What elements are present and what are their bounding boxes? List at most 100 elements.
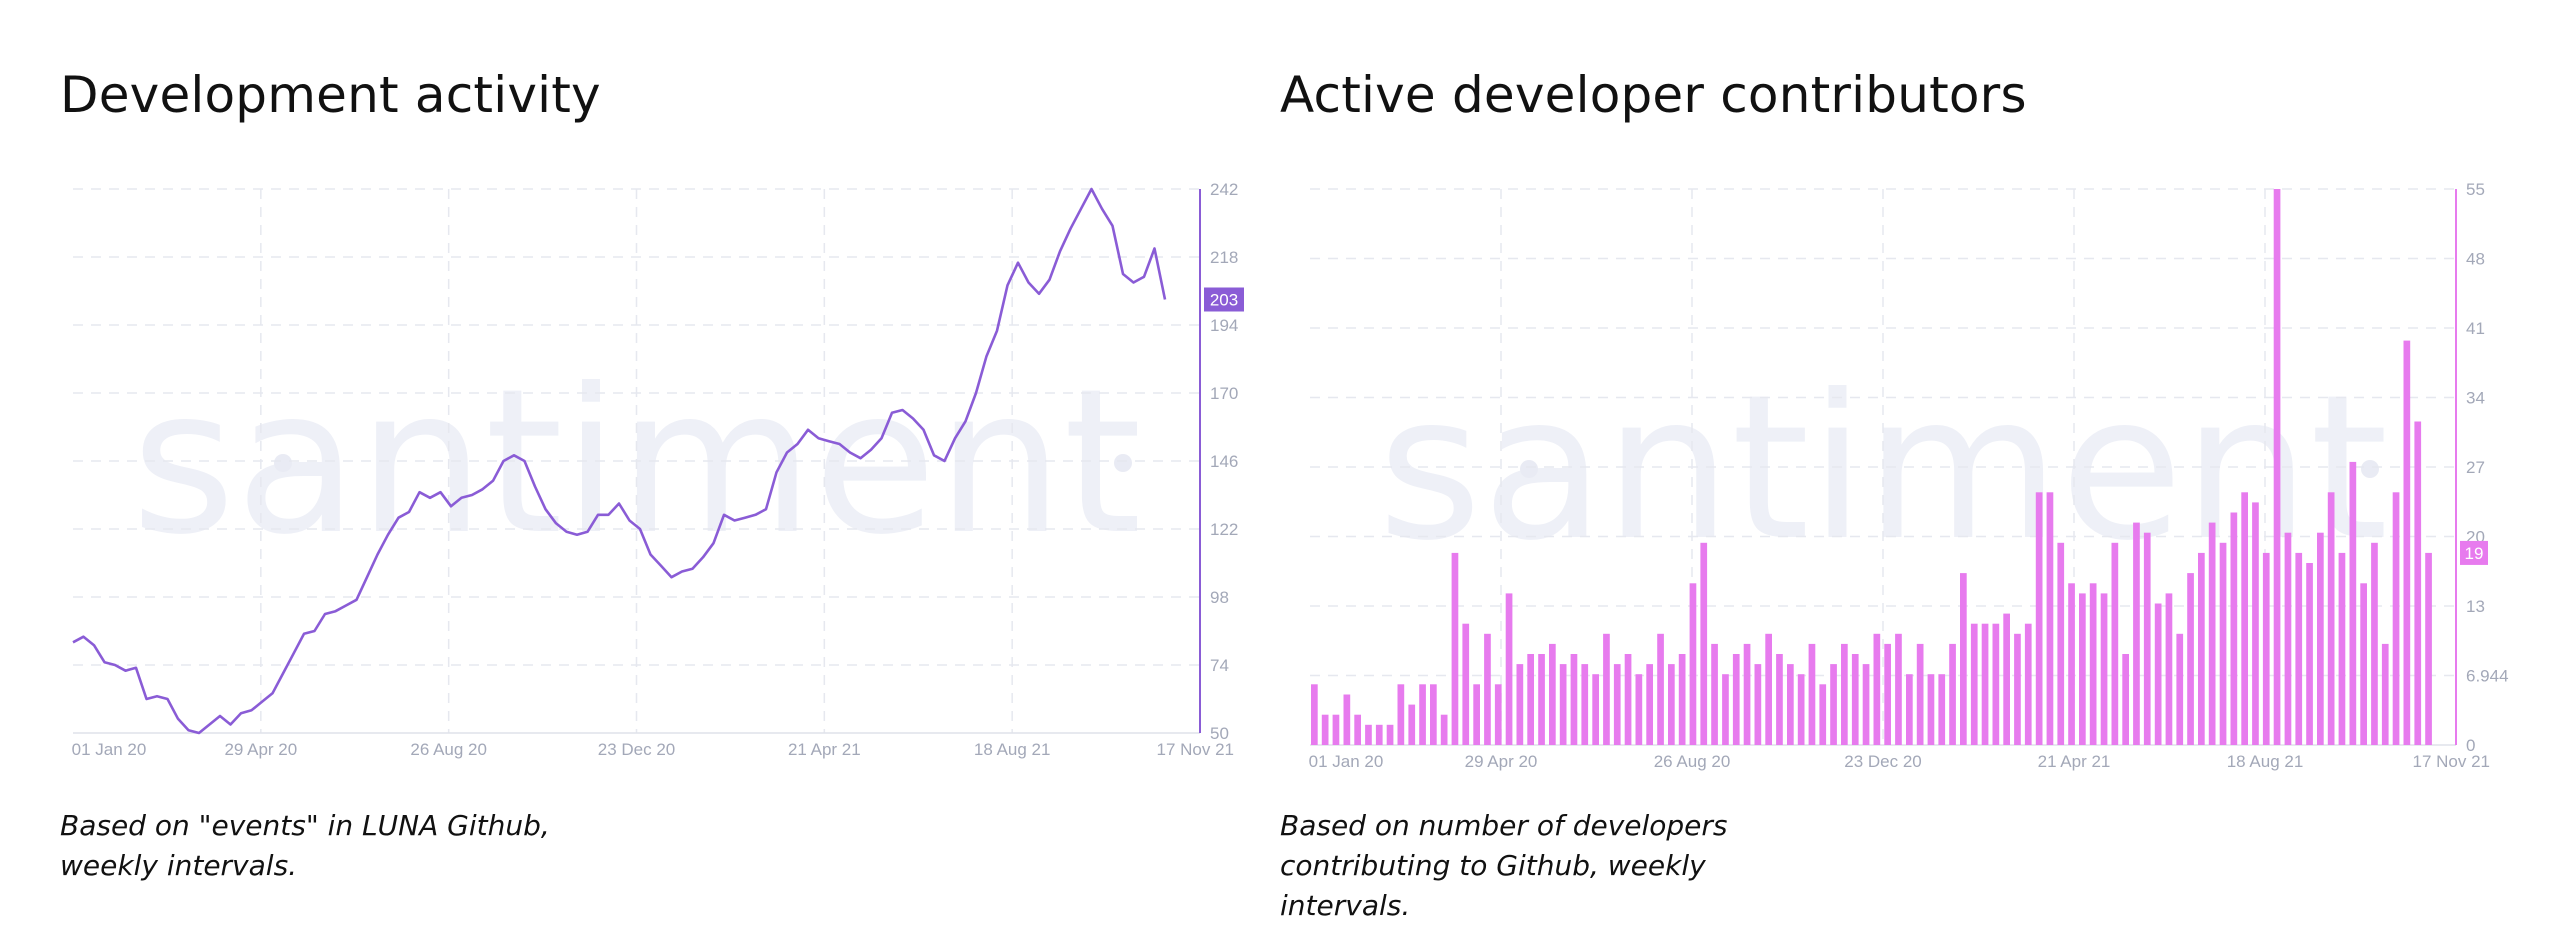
bar [1354, 714, 1361, 745]
x-tick-label: 26 Aug 20 [410, 740, 487, 759]
bar [2068, 583, 2075, 745]
bar [1646, 664, 1653, 745]
bar [1916, 643, 1924, 745]
bar [1321, 714, 1329, 745]
active-contributors-panel: Active developer contributors santiment 0… [1280, 0, 2560, 943]
active-contributors-title: Active developer contributors [1280, 66, 2027, 124]
bar [2360, 583, 2367, 745]
bar [1906, 674, 1913, 745]
x-tick-label: 21 Apr 21 [2038, 752, 2111, 771]
bar [1851, 654, 1859, 745]
development-activity-caption: Based on "events" in LUNA Github, weekly… [60, 809, 550, 882]
bar [2208, 522, 2216, 745]
bar [2024, 623, 2032, 745]
bar [1787, 664, 1794, 745]
bar [2143, 532, 2151, 745]
bar [1311, 684, 1318, 745]
x-tick-label: 23 Dec 20 [1844, 752, 1922, 771]
x-tick-label: 17 Nov 21 [1157, 740, 1235, 759]
bar [2046, 492, 2054, 745]
bar [2403, 340, 2411, 745]
bar [1538, 654, 1545, 745]
bar [1592, 674, 1599, 745]
y-tick-label: 122 [1210, 520, 1238, 539]
bar [1430, 684, 1437, 745]
bar [2338, 552, 2346, 745]
bar [1938, 674, 1946, 745]
bar [1559, 664, 1567, 745]
y-tick-label: 48 [2466, 250, 2485, 269]
x-tick-label: 01 Jan 20 [72, 740, 147, 759]
bar [1808, 643, 1816, 745]
y-tick-label: 218 [1210, 248, 1238, 267]
bar [1960, 573, 1967, 745]
bar [2262, 552, 2270, 745]
bar [2349, 461, 2357, 745]
bar [1375, 724, 1383, 745]
watermark-dot-left [1520, 460, 1538, 478]
bar [1494, 684, 1502, 745]
bar [1624, 654, 1632, 745]
y-tick-label: 50 [1210, 724, 1229, 743]
y-tick-label: 74 [1210, 656, 1229, 675]
bar [2111, 542, 2119, 745]
bar [1732, 654, 1740, 745]
y-tick-label: 98 [1210, 588, 1229, 607]
bar [1722, 674, 1729, 745]
x-tick-label: 01 Jan 20 [1309, 752, 1384, 771]
y-tick-label: 13 [2466, 597, 2485, 616]
bar [2392, 492, 2400, 745]
bar [1776, 654, 1783, 745]
bar [2198, 552, 2205, 745]
bar [1927, 674, 1935, 745]
x-tick-label: 26 Aug 20 [1654, 752, 1731, 771]
bar [1981, 623, 1989, 745]
bar [2381, 643, 2389, 745]
bar [2154, 603, 2162, 745]
development-activity-title: Development activity [60, 66, 601, 124]
last-value-badge [1204, 287, 1244, 312]
bar [1862, 664, 1870, 745]
bar [1440, 714, 1448, 745]
bar [2122, 654, 2129, 745]
y-tick-label: 41 [2466, 319, 2485, 338]
bar [2327, 492, 2335, 745]
x-tick-label: 23 Dec 20 [598, 740, 676, 759]
bar [1873, 633, 1881, 745]
y-tick-label: 34 [2466, 389, 2485, 408]
bar [1549, 643, 1556, 745]
bar [1830, 664, 1837, 745]
bar [1408, 704, 1416, 745]
bar [1689, 583, 1697, 745]
x-tick-label: 18 Aug 21 [2227, 752, 2304, 771]
bar [2187, 573, 2194, 745]
bar [2284, 532, 2292, 745]
bar [1505, 593, 1513, 745]
x-tick-label: 18 Aug 21 [974, 740, 1051, 759]
last-value-badge-label: 19 [2465, 544, 2484, 563]
bar [1343, 694, 1351, 745]
bar [1678, 654, 1686, 745]
bar [1527, 654, 1534, 745]
x-tick-label: 17 Nov 21 [2413, 752, 2491, 771]
watermark-dot-left [274, 454, 292, 472]
bar [2176, 633, 2184, 745]
bar [2035, 492, 2043, 745]
bar [1949, 643, 1956, 745]
watermark-dot-right [1114, 454, 1132, 472]
bar [1992, 623, 2000, 745]
bar [1819, 684, 1827, 745]
bar [1743, 643, 1751, 745]
last-value-badge-label: 203 [1210, 291, 1238, 310]
bar [2252, 502, 2259, 745]
bar [1484, 633, 1491, 745]
bar [1365, 724, 1372, 745]
bar [1711, 643, 1718, 745]
bar [1765, 633, 1772, 745]
bar [2306, 563, 2313, 745]
bar [2273, 189, 2281, 745]
bar [1462, 623, 1470, 745]
bar [1419, 684, 1426, 745]
x-tick-label: 29 Apr 20 [1465, 752, 1538, 771]
